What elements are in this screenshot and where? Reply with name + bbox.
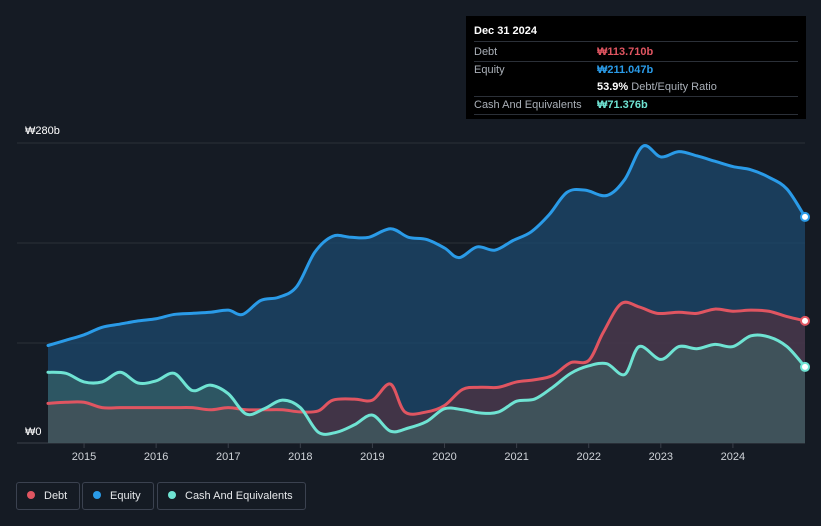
tooltip-cash-value: ₩71.376b	[597, 99, 648, 111]
x-tick-label: 2019	[360, 451, 384, 463]
tooltip-ratio-row: 53.9% Debt/Equity Ratio	[474, 79, 798, 97]
tooltip-debt-label: Debt	[474, 46, 498, 58]
legend-cash-toggle[interactable]: Cash And Equivalents	[157, 482, 306, 510]
tooltip-ratio: 53.9% Debt/Equity Ratio	[597, 79, 717, 95]
equity-dot-icon	[93, 491, 101, 499]
debt-endpoint	[800, 315, 810, 326]
tooltip-ratio-value: 53.9%	[597, 81, 629, 93]
debt-dot-icon	[27, 491, 35, 499]
x-tick-label: 2022	[576, 451, 600, 463]
x-tick-label: 2023	[649, 451, 673, 463]
cash-and-equivalents-endpoint	[800, 361, 810, 372]
chart-lines	[46, 144, 807, 436]
x-tick-label: 2016	[144, 451, 168, 463]
tooltip-equity-label: Equity	[474, 64, 505, 76]
cash-dot-icon	[168, 491, 176, 499]
legend-equity-toggle[interactable]: Equity	[82, 482, 154, 510]
tooltip-debt-value: ₩113.710b	[597, 46, 654, 58]
x-tick-label: 2020	[432, 451, 456, 463]
x-tick-label: 2021	[504, 451, 528, 463]
equity-line	[46, 144, 807, 347]
tooltip-ratio-label: Debt/Equity Ratio	[631, 81, 717, 93]
legend-debt-label: Debt	[44, 490, 68, 502]
x-tick-label: 2017	[216, 451, 240, 463]
debt-line	[46, 300, 807, 416]
chart-areas	[48, 145, 805, 444]
tooltip-date: Dec 31 2024	[474, 24, 798, 42]
cash-and-equivalents-line	[46, 333, 807, 436]
data-tooltip: Dec 31 2024 Debt ₩113.710b Equity ₩211.0…	[466, 16, 806, 119]
chart-endpoints	[800, 211, 810, 372]
tooltip-cash-row: Cash And Equivalents ₩71.376b	[474, 97, 798, 115]
equity-endpoint	[800, 211, 810, 222]
legend-equity-label: Equity	[110, 490, 141, 502]
cash-and-equivalents-area	[48, 335, 805, 443]
tooltip-equity-value: ₩211.047b	[597, 64, 654, 76]
tooltip-equity-row: Equity ₩211.047b	[474, 62, 798, 79]
tooltip-cash-label: Cash And Equivalents	[474, 99, 582, 111]
y-axis-min-label: ₩0	[25, 426, 42, 438]
legend-cash-label: Cash And Equivalents	[185, 490, 293, 502]
x-tick-label: 2015	[72, 451, 96, 463]
x-axis-ticks: 2015 2016 2017 2018 2019 2020 2021 2022 2023 2024	[72, 443, 745, 463]
x-tick-label: 2024	[721, 451, 745, 463]
x-tick-label: 2018	[288, 451, 312, 463]
y-axis-max-label: ₩280b	[25, 125, 60, 137]
legend-debt-toggle[interactable]: Debt	[16, 482, 81, 510]
tooltip-debt-row: Debt ₩113.710b	[474, 44, 798, 62]
